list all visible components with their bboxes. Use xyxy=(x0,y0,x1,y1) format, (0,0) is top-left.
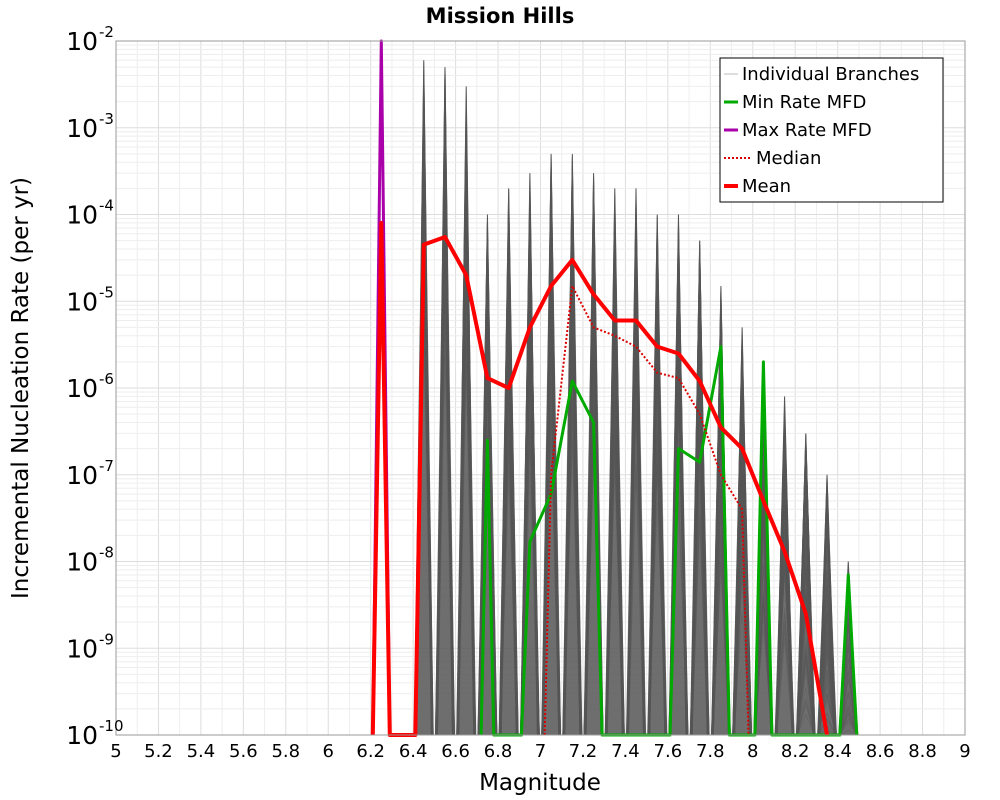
x-tick-label: 8.4 xyxy=(823,741,852,762)
x-tick-label: 8.2 xyxy=(781,741,810,762)
y-tick-base: 10 xyxy=(66,548,98,577)
legend-label: Median xyxy=(756,148,821,169)
y-tick-exponent: -3 xyxy=(99,110,114,128)
y-axis-label: Incremental Nucleation Rate (per yr) xyxy=(8,177,34,599)
chart-title: Mission Hills xyxy=(426,4,575,28)
legend-label: Max Rate MFD xyxy=(742,120,872,141)
legend-label: Mean xyxy=(742,176,791,197)
y-tick-base: 10 xyxy=(66,201,98,230)
y-tick-label: 10 -2 xyxy=(66,23,114,56)
x-tick-label: 6.4 xyxy=(399,741,428,762)
y-tick-exponent: -5 xyxy=(99,283,114,301)
y-tick-exponent: -9 xyxy=(99,630,114,648)
y-tick-label: 10 -10 xyxy=(66,717,123,750)
x-tick-label: 8.8 xyxy=(908,741,937,762)
x-tick-labels: 5 5.2 5.4 5.6 5.8 6 6.2 6.4 6.6 6.8 7 7.2 7.4 7.6 7.8 8… xyxy=(110,741,970,762)
x-tick-label: 5.4 xyxy=(187,741,216,762)
x-tick-label: 8.6 xyxy=(866,741,895,762)
y-tick-exponent: -7 xyxy=(99,457,114,475)
x-tick-label: 8 xyxy=(747,741,758,762)
x-tick-label: 7 xyxy=(535,741,546,762)
series-min-rate-mfd xyxy=(479,345,859,737)
x-tick-label: 6.6 xyxy=(441,741,470,762)
y-tick-label: 10 -8 xyxy=(66,544,114,577)
x-tick-label: 5 xyxy=(110,741,121,762)
y-tick-base: 10 xyxy=(66,721,98,750)
x-tick-label: 7.8 xyxy=(696,741,725,762)
x-tick-label: 6.2 xyxy=(356,741,385,762)
x-tick-label: 7.2 xyxy=(569,741,598,762)
x-tick-label: 5.2 xyxy=(144,741,173,762)
y-tick-label: 10 -6 xyxy=(66,370,114,403)
plot-frame xyxy=(115,40,966,736)
x-axis-label: Magnitude xyxy=(479,770,601,796)
x-tick-label: 7.6 xyxy=(654,741,683,762)
y-tick-label: 10 -4 xyxy=(66,197,114,230)
x-tick-label: 6.8 xyxy=(484,741,513,762)
y-tick-label: 10 -7 xyxy=(66,457,114,490)
series-median xyxy=(543,285,750,736)
legend-label: Individual Branches xyxy=(742,64,919,85)
y-tick-base: 10 xyxy=(66,27,98,56)
x-tick-label: 9 xyxy=(959,741,970,762)
y-tick-base: 10 xyxy=(66,114,98,143)
grid xyxy=(115,41,966,736)
y-tick-label: 10 -5 xyxy=(66,283,114,316)
y-tick-base: 10 xyxy=(66,374,98,403)
series-mean xyxy=(370,220,829,737)
x-tick-label: 6 xyxy=(323,741,334,762)
y-tick-base: 10 xyxy=(66,287,98,316)
legend-box xyxy=(719,57,944,203)
y-tick-exponent: -8 xyxy=(99,544,114,562)
y-tick-exponent: -2 xyxy=(99,23,114,41)
y-tick-exponent: -6 xyxy=(99,370,114,388)
x-tick-label: 7.4 xyxy=(611,741,640,762)
y-tick-base: 10 xyxy=(66,461,98,490)
x-tick-label: 5.6 xyxy=(229,741,258,762)
y-tick-base: 10 xyxy=(66,634,98,663)
legend: Individual Branches Min Rate MFD Max Rate … xyxy=(719,57,944,203)
y-tick-exponent: -10 xyxy=(99,717,124,735)
y-tick-exponent: -4 xyxy=(99,197,114,215)
legend-label: Min Rate MFD xyxy=(742,92,866,113)
x-tick-label: 5.8 xyxy=(271,741,300,762)
y-tick-label: 10 -3 xyxy=(66,110,114,143)
y-tick-label: 10 -9 xyxy=(66,630,114,663)
